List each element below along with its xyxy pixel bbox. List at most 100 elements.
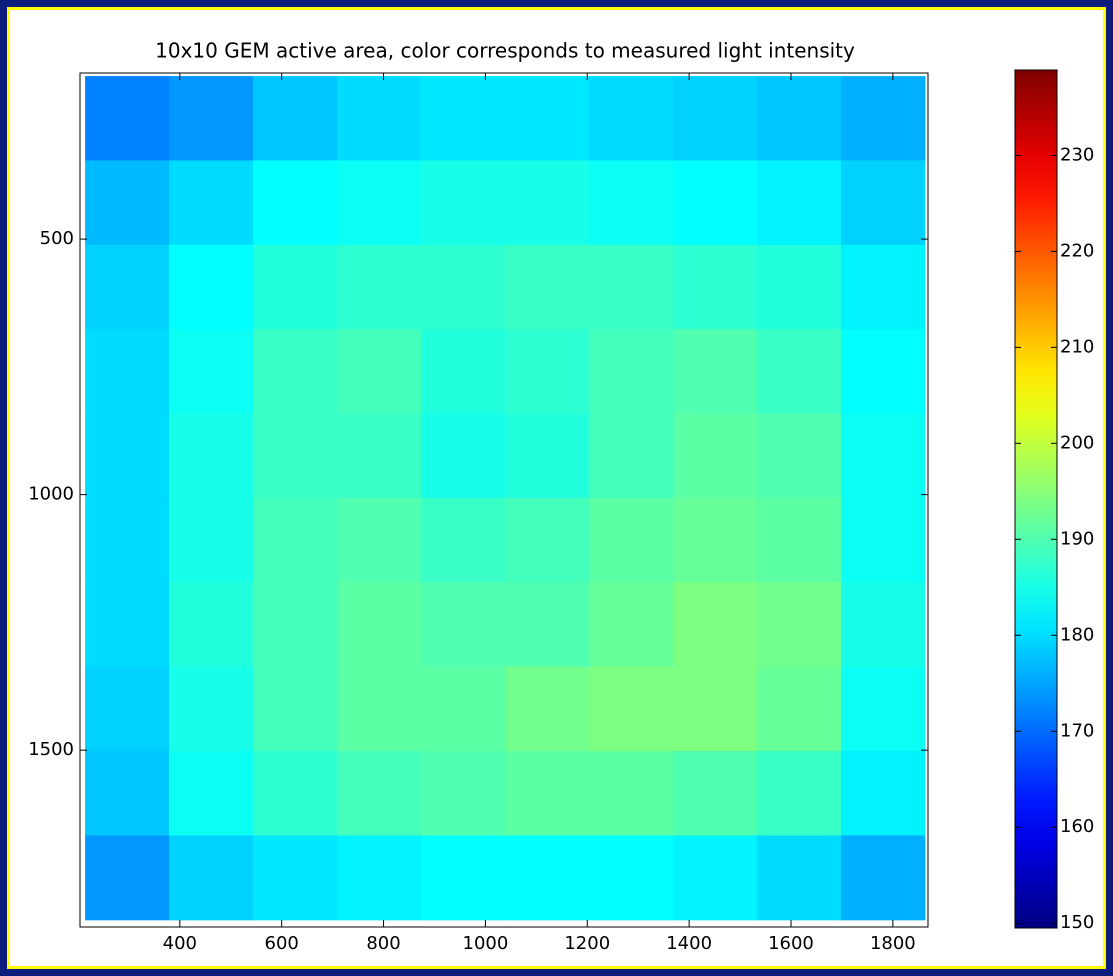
- heatmap-cell: [505, 160, 590, 246]
- heatmap-cell: [169, 582, 254, 668]
- heatmap-cell: [672, 413, 758, 499]
- heatmap-cell: [840, 413, 926, 499]
- heatmap-cell: [85, 76, 170, 161]
- heatmap-cell: [253, 413, 338, 499]
- colorbar: [1014, 69, 1058, 929]
- heatmap-cell: [505, 76, 590, 161]
- heatmap-cell: [337, 751, 422, 836]
- heatmap-cell: [169, 413, 254, 499]
- heatmap-cell: [756, 329, 842, 415]
- plot-frame: [79, 72, 929, 928]
- heatmap-cell: [840, 244, 926, 330]
- x-tick-label: 1400: [666, 933, 712, 954]
- heatmap-cell: [421, 160, 506, 246]
- heatmap-cell: [756, 497, 842, 583]
- heatmap-cell: [589, 582, 674, 668]
- heatmap-cell: [85, 329, 170, 415]
- heatmap-cell: [589, 413, 674, 499]
- heatmap-cell: [421, 751, 506, 836]
- heatmap-cell: [589, 329, 674, 415]
- heatmap-cell: [505, 835, 590, 921]
- heatmap-cell: [85, 582, 170, 668]
- heatmap-cell: [253, 244, 338, 330]
- x-tick-label: 800: [366, 933, 400, 954]
- heatmap-cell: [337, 582, 422, 668]
- heatmap-cell: [85, 666, 170, 752]
- heatmap-cell: [253, 497, 338, 583]
- colorbar-tick-label: 180: [1060, 624, 1094, 645]
- heatmap-cell: [337, 329, 422, 415]
- heatmap-cell: [672, 244, 758, 330]
- heatmap-cell: [756, 160, 842, 246]
- heatmap-cell: [840, 582, 926, 668]
- heatmap-cell: [589, 666, 674, 752]
- heatmap-cell: [840, 666, 926, 752]
- heatmap-cell: [672, 329, 758, 415]
- heatmap-cell: [672, 582, 758, 668]
- heatmap-cell: [589, 160, 674, 246]
- heatmap-cell: [85, 244, 170, 330]
- heatmap-cell: [589, 835, 674, 921]
- heatmap-cell: [253, 751, 338, 836]
- heatmap-cell: [169, 835, 254, 921]
- heatmap-cell: [337, 160, 422, 246]
- heatmap-cell: [169, 244, 254, 330]
- heatmap-cell: [85, 413, 170, 499]
- colorbar-tick-label: 220: [1060, 240, 1094, 261]
- heatmap-cell: [169, 329, 254, 415]
- y-tick-label: 1000: [28, 484, 74, 505]
- heatmap-cell: [505, 666, 590, 752]
- heatmap-cell: [253, 76, 338, 161]
- heatmap-cell: [756, 835, 842, 921]
- heatmap-cell: [421, 666, 506, 752]
- heatmap-cell: [840, 160, 926, 246]
- heatmap-cell: [672, 835, 758, 921]
- heatmap-cell: [253, 329, 338, 415]
- heatmap-cell: [756, 76, 842, 161]
- colorbar-tick-label: 160: [1060, 816, 1094, 837]
- heatmap-cell: [421, 413, 506, 499]
- heatmap-cell: [505, 244, 590, 330]
- y-tick-label: 500: [40, 228, 74, 249]
- heatmap-cell: [589, 751, 674, 836]
- heatmap-cell: [756, 244, 842, 330]
- heatmap-cell: [672, 497, 758, 583]
- heatmap-cell: [756, 413, 842, 499]
- colorbar-tick-label: 200: [1060, 432, 1094, 453]
- x-tick-label: 1600: [768, 933, 814, 954]
- heatmap-cell: [672, 751, 758, 836]
- heatmap-cell: [840, 751, 926, 836]
- heatmap-cell: [505, 413, 590, 499]
- colorbar-tick-label: 150: [1060, 912, 1094, 933]
- heatmap-cell: [840, 329, 926, 415]
- heatmap-cell: [85, 751, 170, 836]
- colorbar-tick-label: 230: [1060, 144, 1094, 165]
- heatmap-cell: [840, 497, 926, 583]
- heatmap-cell: [756, 582, 842, 668]
- heatmap-cell: [421, 329, 506, 415]
- heatmap-cell: [589, 497, 674, 583]
- heatmap-cell: [505, 329, 590, 415]
- heatmap-cell: [672, 666, 758, 752]
- colorbar-tick-label: 210: [1060, 336, 1094, 357]
- heatmap-cell: [505, 751, 590, 836]
- heatmap-cell: [672, 76, 758, 161]
- x-tick-label: 1200: [564, 933, 610, 954]
- heatmap-cell: [756, 751, 842, 836]
- heatmap-cell: [337, 244, 422, 330]
- heatmap-cell: [169, 497, 254, 583]
- heatmap-cell: [840, 76, 926, 161]
- heatmap-cell: [253, 582, 338, 668]
- heatmap-cell: [337, 497, 422, 583]
- heatmap-cell: [253, 666, 338, 752]
- heatmap-cell: [85, 835, 170, 921]
- heatmap-cell: [421, 244, 506, 330]
- colorbar-tick-label: 190: [1060, 528, 1094, 549]
- heatmap-cell: [169, 751, 254, 836]
- colorbar-tick-label: 170: [1060, 720, 1094, 741]
- heatmap-cell: [421, 76, 506, 161]
- heatmap-cell: [421, 497, 506, 583]
- heatmap-cell: [169, 160, 254, 246]
- x-tick-label: 1800: [870, 933, 916, 954]
